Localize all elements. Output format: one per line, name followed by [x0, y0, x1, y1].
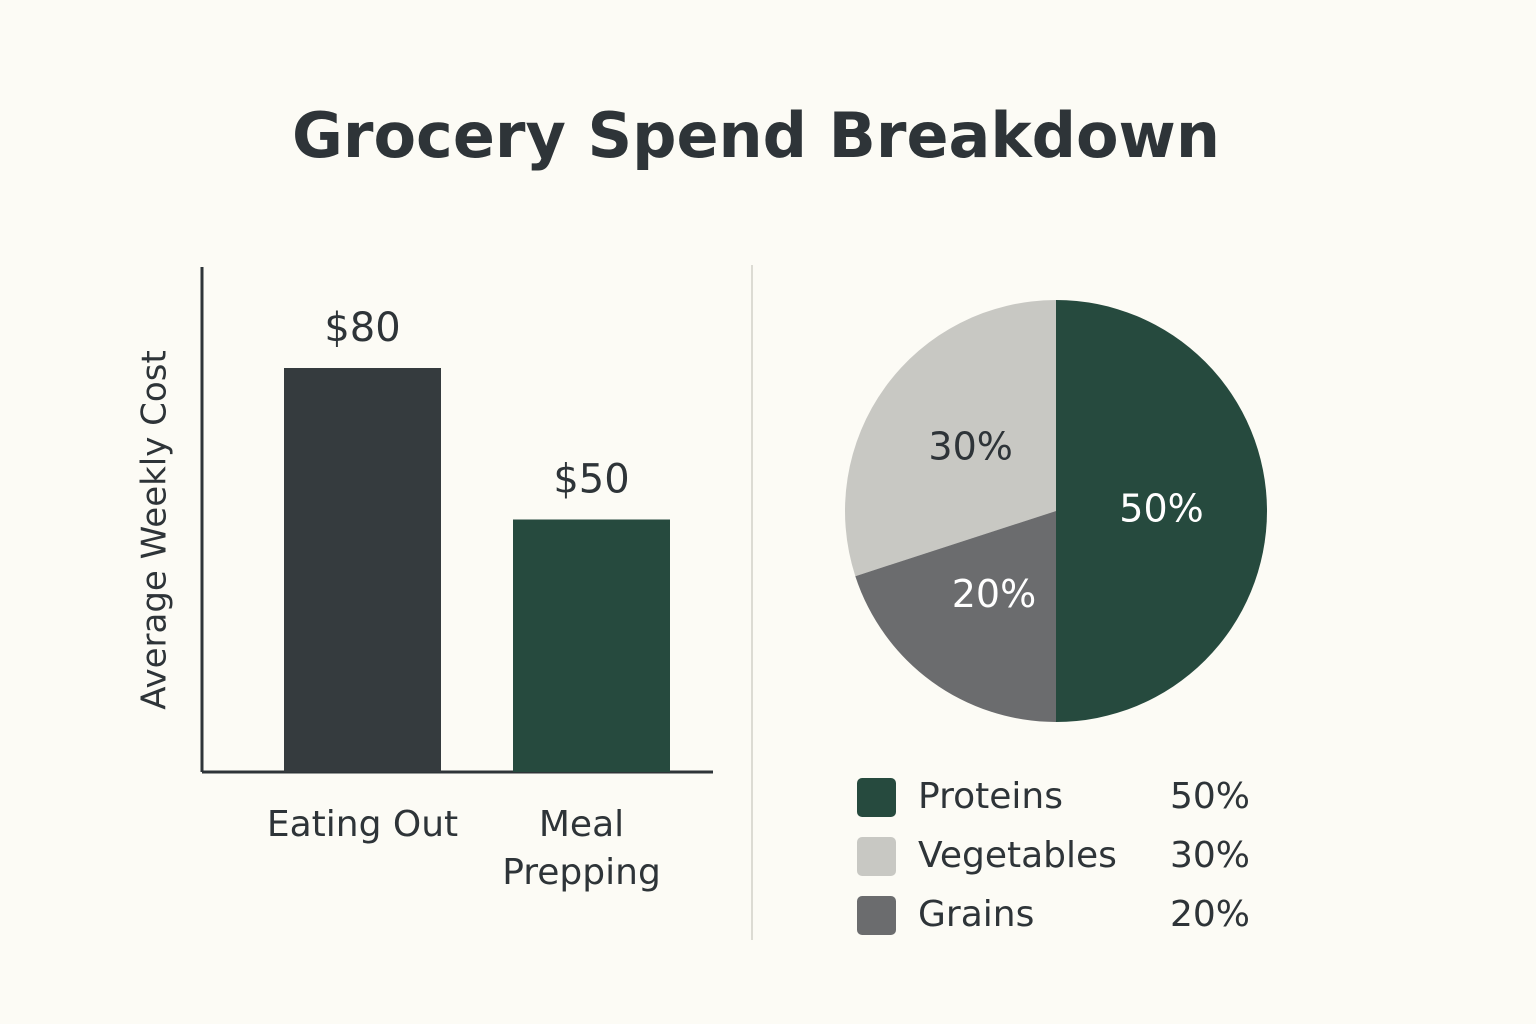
legend-value: 30%	[1170, 835, 1250, 876]
pie-slice	[844, 300, 1056, 577]
legend-label: Proteins	[918, 776, 1063, 817]
legend-swatch	[857, 778, 896, 817]
legend-value: 20%	[1170, 894, 1250, 935]
bar	[513, 519, 670, 772]
pie-slice	[855, 511, 1056, 722]
legend-swatch	[857, 896, 896, 935]
legend-swatch	[857, 837, 896, 876]
bar-value-label: $50	[553, 457, 629, 503]
legend-label: Grains	[918, 894, 1034, 935]
x-tick-label: Eating Out	[266, 804, 459, 845]
x-tick-label: Meal Prepping	[502, 804, 661, 893]
legend-value: 50%	[1170, 776, 1250, 817]
bar-value-label: $80	[324, 305, 400, 351]
y-axis-label: Average Weekly Cost	[135, 350, 175, 710]
chart-title: Grocery Spend Breakdown	[292, 99, 1220, 172]
pie-value-label: 50%	[1119, 487, 1203, 531]
pie-slice	[1056, 300, 1267, 722]
bar	[284, 368, 441, 772]
pie-value-label: 20%	[952, 572, 1036, 616]
legend-label: Vegetables	[918, 835, 1117, 876]
pie-value-label: 30%	[928, 424, 1012, 468]
